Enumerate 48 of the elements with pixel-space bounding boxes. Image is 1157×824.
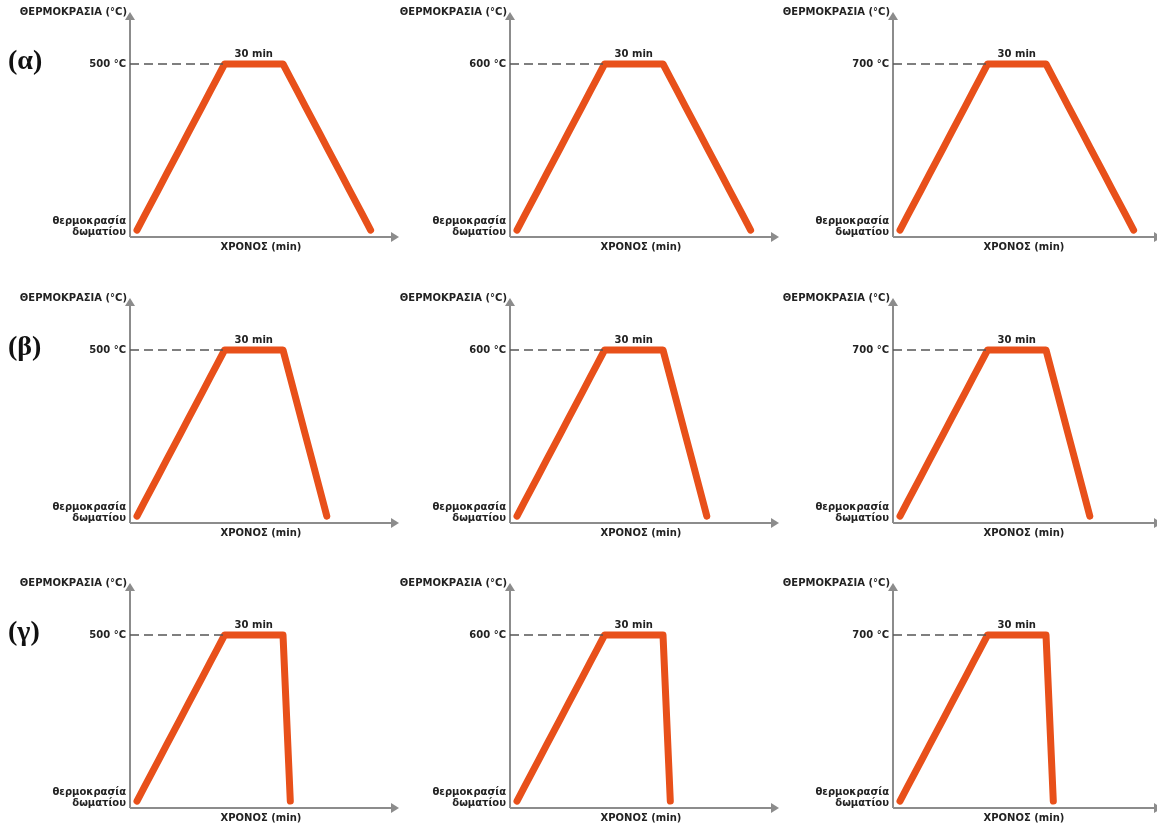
y-axis-title: ΘΕΡΜΟΚΡΑΣΙΑ (°C) xyxy=(782,576,890,588)
x-axis-title: ΧΡΟΝΟΣ (min) xyxy=(600,811,682,823)
text: θερμοκρασία δωματίου xyxy=(815,501,890,524)
x-axis-title: ΧΡΟΝΟΣ (min) xyxy=(220,240,302,252)
ref-line-label: 500 °C xyxy=(89,57,126,69)
x-axis-title: ΧΡΟΝΟΣ (min) xyxy=(983,526,1065,538)
ref-line-label: 600 °C xyxy=(469,343,506,355)
ref-line-label: 500 °C xyxy=(89,628,126,640)
text: θερμοκρασία δωματίου xyxy=(432,215,507,238)
ref-line-label: 700 °C xyxy=(852,343,889,355)
y-axis-title: ΘΕΡΜΟΚΡΑΣΙΑ (°C) xyxy=(19,576,127,588)
chart-title: (β) xyxy=(8,330,42,362)
ref-line-label: 500 °C xyxy=(89,343,126,355)
x-axis-title: ΧΡΟΝΟΣ (min) xyxy=(983,811,1065,823)
annotation: 30 min xyxy=(997,47,1036,59)
text: θερμοκρασία δωματίου xyxy=(52,215,127,238)
annotation: 30 min xyxy=(997,618,1036,630)
annotation: 30 min xyxy=(614,333,653,345)
ref-line-label: 600 °C xyxy=(469,628,506,640)
annotation: 30 min xyxy=(614,618,653,630)
ref-line-label: 700 °C xyxy=(852,57,889,69)
y-axis-title: ΘΕΡΜΟΚΡΑΣΙΑ (°C) xyxy=(19,5,127,17)
annotation: 30 min xyxy=(234,333,273,345)
y-axis-title: ΘΕΡΜΟΚΡΑΣΙΑ (°C) xyxy=(782,291,890,303)
y-axis-title: ΘΕΡΜΟΚΡΑΣΙΑ (°C) xyxy=(782,5,890,17)
text: θερμοκρασία δωματίου xyxy=(52,501,127,524)
y-axis-title: ΘΕΡΜΟΚΡΑΣΙΑ (°C) xyxy=(399,5,507,17)
x-axis-title: ΧΡΟΝΟΣ (min) xyxy=(600,526,682,538)
annotation: 30 min xyxy=(234,47,273,59)
x-axis-title: ΧΡΟΝΟΣ (min) xyxy=(220,526,302,538)
text: θερμοκρασία δωματίου xyxy=(432,501,507,524)
x-axis-title: ΧΡΟΝΟΣ (min) xyxy=(220,811,302,823)
annotation: 30 min xyxy=(997,333,1036,345)
text: θερμοκρασία δωματίου xyxy=(432,786,507,809)
text: θερμοκρασία δωματίου xyxy=(815,786,890,809)
text: θερμοκρασία δωματίου xyxy=(815,215,890,238)
annotation: 30 min xyxy=(234,618,273,630)
ref-line-label: 700 °C xyxy=(852,628,889,640)
chart-title: (γ) xyxy=(8,615,40,647)
y-axis-title: ΘΕΡΜΟΚΡΑΣΙΑ (°C) xyxy=(19,291,127,303)
ref-line-label: 600 °C xyxy=(469,57,506,69)
annotation: 30 min xyxy=(614,47,653,59)
y-axis-title: ΘΕΡΜΟΚΡΑΣΙΑ (°C) xyxy=(399,291,507,303)
x-axis-title: ΧΡΟΝΟΣ (min) xyxy=(600,240,682,252)
y-axis-title: ΘΕΡΜΟΚΡΑΣΙΑ (°C) xyxy=(399,576,507,588)
chart-title: (α) xyxy=(8,44,43,76)
x-axis-title: ΧΡΟΝΟΣ (min) xyxy=(983,240,1065,252)
text: θερμοκρασία δωματίου xyxy=(52,786,127,809)
